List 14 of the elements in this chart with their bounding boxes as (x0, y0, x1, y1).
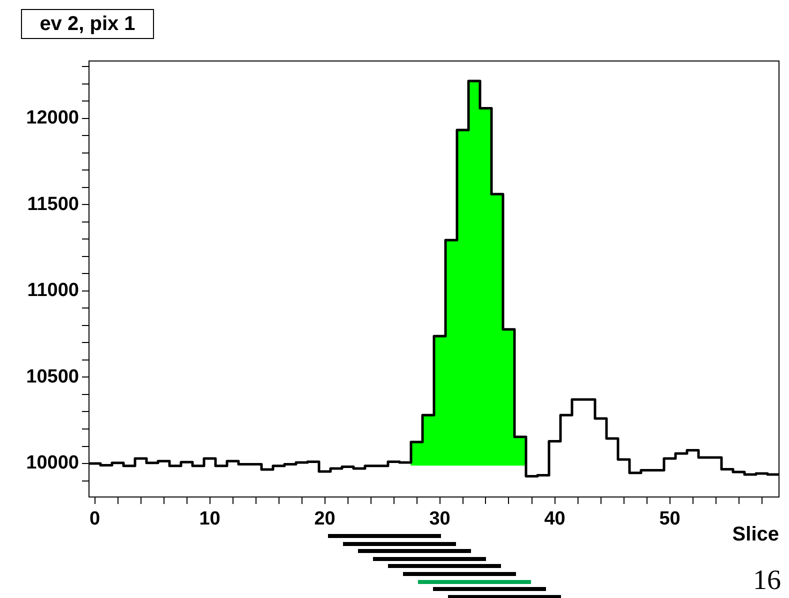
y-tick-label: 11000 (27, 280, 79, 302)
chart-title: ev 2, pix 1 (21, 9, 154, 39)
y-tick-label: 11500 (27, 194, 79, 215)
x-tick-label: 0 (89, 508, 100, 530)
x-axis-title: Slice (732, 524, 779, 546)
y-tick-label: 10500 (26, 366, 79, 388)
text: 16 (753, 565, 781, 596)
x-tick-label: 50 (659, 508, 680, 530)
x-tick-label: 20 (314, 508, 336, 530)
x-tick-label: 10 (199, 508, 220, 530)
x-tick-label: 30 (429, 508, 450, 530)
y-tick-label: 10000 (26, 452, 79, 474)
x-tick-label: 40 (544, 508, 566, 530)
y-tick-label: 12000 (26, 108, 79, 129)
